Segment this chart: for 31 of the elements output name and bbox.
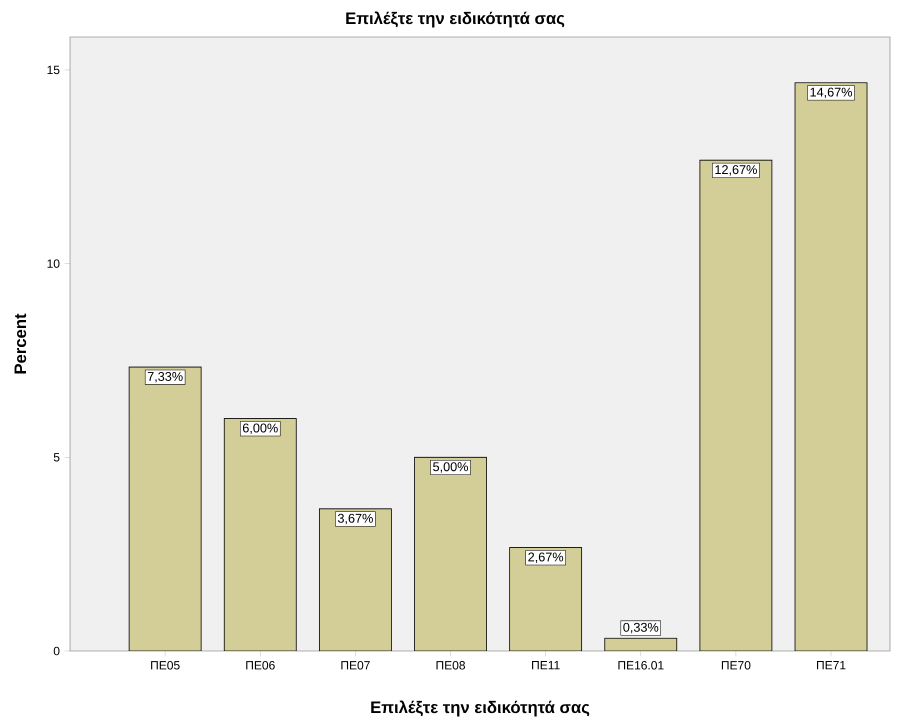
bar	[319, 508, 392, 651]
x-tick-label: ΠΕ71	[817, 661, 846, 670]
bar	[794, 82, 868, 651]
bar	[700, 160, 772, 651]
x-tick-label: ΠΕ06	[246, 661, 275, 670]
x-tick-label: ΠΕ07	[341, 661, 370, 670]
bar	[414, 457, 487, 651]
x-tick-label: ΠΕ70	[722, 661, 750, 670]
y-tick-label: 0	[54, 646, 60, 656]
chart-title: Επιλέξτε την ειδικότητά σας	[346, 11, 564, 28]
data-label: 14,67%	[810, 88, 852, 98]
data-label: 7,33%	[148, 372, 183, 382]
y-tick-label: 5	[54, 453, 60, 462]
x-tick-label: ΠΕ05	[151, 661, 180, 670]
data-label: 2,67%	[528, 552, 564, 563]
x-tick-label: ΠΕ11	[532, 661, 560, 670]
data-label: 0,33%	[623, 622, 658, 634]
x-tick-label: ΠΕ08	[436, 661, 465, 670]
data-label: 5,00%	[433, 462, 468, 473]
bar	[224, 418, 296, 651]
data-label: 6,00%	[242, 424, 278, 434]
bar	[510, 548, 582, 651]
bar	[604, 638, 677, 651]
y-tick-label: 10	[48, 259, 60, 268]
x-tick-label: ΠΕ16.01	[618, 661, 664, 670]
data-label: 12,67%	[715, 165, 757, 176]
y-tick-label: 15	[48, 66, 60, 74]
bar	[129, 367, 202, 651]
y-axis-title: Percent	[14, 314, 26, 374]
data-label: 3,67%	[338, 514, 373, 524]
x-axis-title: Επιλέξτε την ειδικότητά σας	[371, 700, 590, 716]
